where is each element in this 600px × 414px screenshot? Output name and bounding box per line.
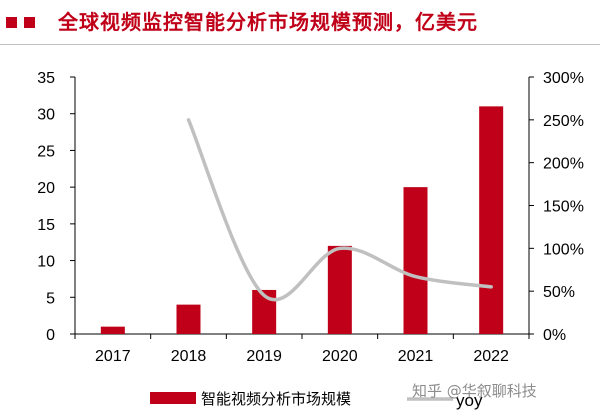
header-divider xyxy=(0,44,600,45)
right-tick-label: 100% xyxy=(543,241,584,258)
right-tick-label: 50% xyxy=(543,284,575,301)
bar xyxy=(479,106,504,334)
header-square-icon xyxy=(6,17,17,28)
x-tick-label: 2018 xyxy=(171,348,207,365)
left-tick-label: 35 xyxy=(37,70,55,87)
x-tick-label: 2021 xyxy=(398,348,434,365)
legend-line-label: yoy xyxy=(456,391,483,410)
bar xyxy=(176,304,201,334)
left-tick-label: 25 xyxy=(37,143,55,160)
bar xyxy=(327,245,352,334)
right-tick-label: 300% xyxy=(543,70,584,87)
left-tick-label: 30 xyxy=(37,107,55,124)
bar xyxy=(100,326,125,334)
watermark: 知乎 @华叙聊科技 xyxy=(412,382,537,400)
right-tick-label: 200% xyxy=(543,156,584,173)
yoy-line xyxy=(186,118,493,302)
report-header: 全球视频监控智能分析市场规模预测，亿美元 xyxy=(0,0,600,44)
x-tick-label: 2017 xyxy=(95,348,131,365)
left-tick-label: 5 xyxy=(46,290,55,307)
x-tick-label: 2022 xyxy=(473,348,509,365)
right-tick-label: 0% xyxy=(543,327,566,344)
legend-bar-swatch xyxy=(150,392,196,404)
right-tick-label: 150% xyxy=(543,199,584,216)
x-tick-label: 2020 xyxy=(322,348,358,365)
left-tick-label: 20 xyxy=(37,180,55,197)
x-tick-label: 2019 xyxy=(246,348,282,365)
left-tick-label: 15 xyxy=(37,217,55,234)
legend-bar-label: 智能视频分析市场规模 xyxy=(201,390,351,408)
chart-title: 全球视频监控智能分析市场规模预测，亿美元 xyxy=(58,10,478,34)
header-square-icon xyxy=(24,17,35,28)
right-tick-label: 250% xyxy=(543,113,584,130)
left-tick-label: 10 xyxy=(37,254,55,271)
left-tick-label: 0 xyxy=(46,327,55,344)
bar xyxy=(403,187,428,334)
